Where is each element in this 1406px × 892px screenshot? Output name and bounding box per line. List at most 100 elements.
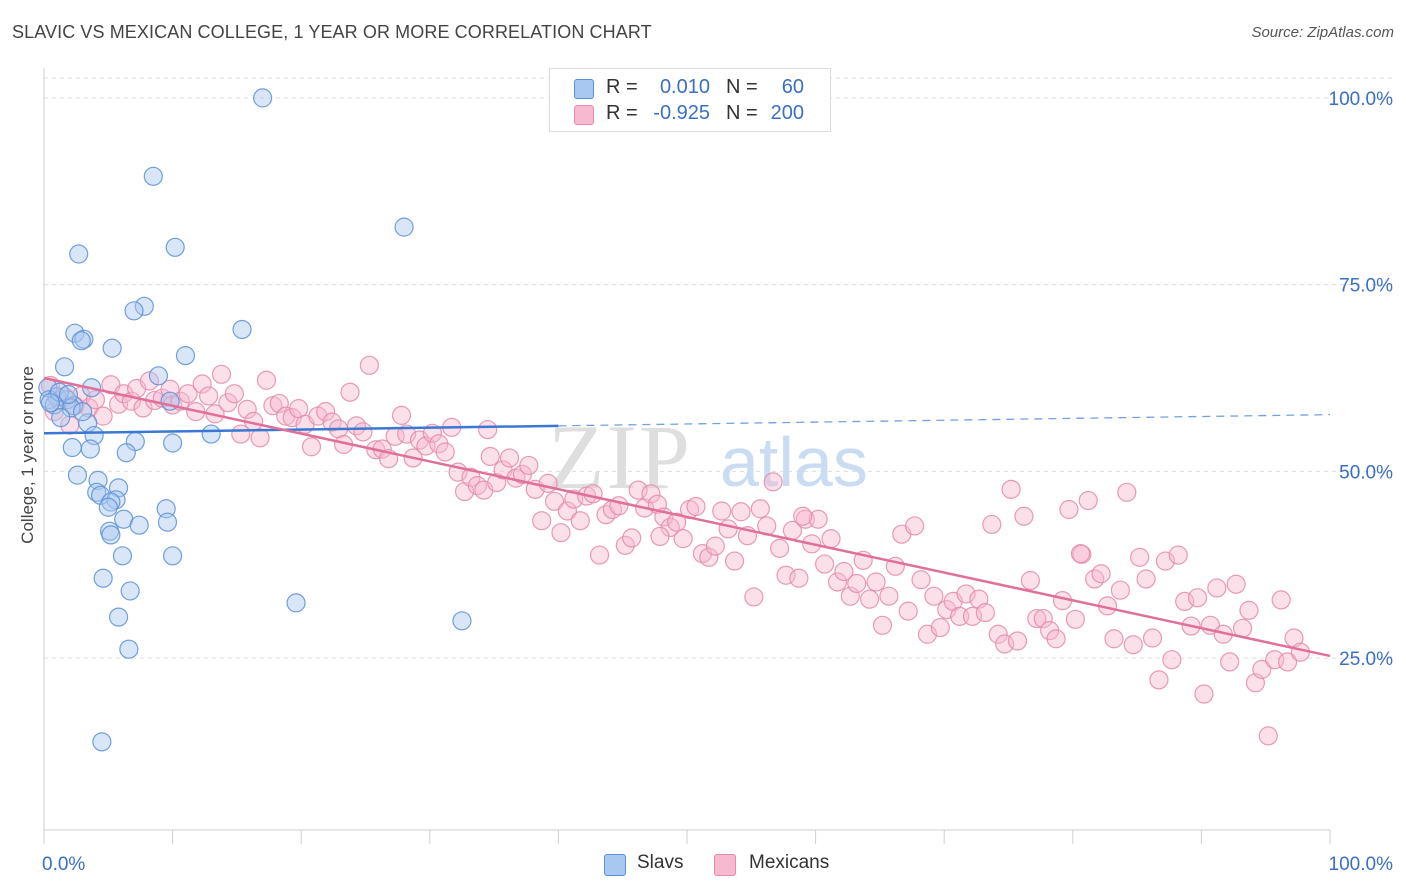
slavs-trend-extension (558, 413, 1331, 427)
chart-title: SLAVIC VS MEXICAN COLLEGE, 1 YEAR OR MOR… (12, 22, 652, 42)
slavs-point (40, 393, 61, 413)
mexicans-point (724, 551, 745, 571)
mexicans-point (1136, 569, 1156, 589)
watermark-atlas: atlas (720, 423, 868, 501)
mexicans-point (1252, 659, 1272, 679)
mexicans-n-label: N = (726, 102, 758, 124)
slavs-point (98, 497, 118, 517)
slavs-point (163, 546, 183, 566)
mexicans-point (622, 528, 642, 548)
mexicans-r-label: R = (606, 102, 638, 124)
slavs-point (71, 331, 91, 351)
mexicans-point (866, 572, 886, 592)
slavs-point (101, 492, 121, 512)
mexicans-point (898, 601, 918, 621)
slavs-point (175, 346, 196, 366)
slavs-point (165, 237, 185, 257)
y-tick-label: 75.0% (1339, 276, 1393, 297)
mexicans-point (1162, 650, 1182, 670)
mexicans-point (905, 516, 925, 536)
slavs-point (93, 568, 113, 588)
slavs-point (129, 515, 149, 535)
mexicans-point (956, 584, 976, 604)
mexicans-point (718, 519, 738, 539)
slavs-point (67, 465, 88, 485)
mexicans-point (435, 442, 455, 462)
mexicans-point (1226, 574, 1246, 594)
slavs-r-label: R = (606, 76, 638, 98)
mexicans-point (1072, 544, 1092, 564)
mexicans-point (1078, 490, 1098, 511)
mexicans-point (1020, 570, 1040, 591)
slavs-point (157, 512, 178, 532)
slavs-point (163, 433, 183, 453)
mexicans-r-value: -0.925 (653, 102, 710, 124)
mexicans-point (750, 499, 770, 519)
mexicans-point (1207, 578, 1227, 598)
mexicans-point (583, 484, 603, 504)
mexicans-point (85, 390, 106, 410)
correlation-legend: R = 0.010 N = 60 R = -0.925 N = 200 (549, 68, 831, 132)
mexicans-point (1271, 590, 1291, 610)
mexicans-point (1258, 726, 1278, 746)
mexicans-point (975, 603, 995, 623)
mexicans-point (879, 586, 899, 606)
mexicans-point (478, 419, 498, 440)
mexicans-point (557, 501, 578, 521)
mexicans-point (316, 402, 336, 422)
mexicans-point (924, 586, 944, 606)
mexicans-point (139, 371, 160, 391)
slavs-point (80, 439, 100, 459)
mexicans-point (808, 509, 828, 529)
y-tick-label: 100.0% (1329, 89, 1394, 110)
slavs-point (394, 217, 414, 237)
slavs-point (58, 384, 79, 405)
mexicans-point (538, 473, 558, 493)
slavs-swatch (574, 79, 594, 99)
mexicans-point (519, 455, 539, 476)
x-tick-label: 0.0% (42, 854, 85, 875)
source-label: Source: ZipAtlas.com (1251, 24, 1394, 41)
mexicans-point (1168, 545, 1188, 565)
mexicans-point (1142, 628, 1163, 648)
legend-row-slavs: R = 0.010 N = 60 (550, 76, 830, 102)
bottom-mexicans-swatch (714, 854, 736, 876)
mexicans-point (872, 615, 893, 635)
y-tick-label: 25.0% (1339, 649, 1393, 670)
mexicans-point (391, 405, 412, 425)
slavs-point (69, 244, 89, 264)
mexicans-point (615, 535, 635, 555)
mexicans-point (1091, 564, 1111, 584)
y-tick-label: 50.0% (1339, 462, 1393, 483)
slavs-point (143, 166, 163, 186)
slavs-point (286, 593, 306, 613)
mexicans-point (1033, 608, 1053, 629)
mexicans-point (1014, 506, 1034, 526)
mexicans-point (1123, 635, 1143, 655)
mexicans-point (1277, 652, 1298, 672)
mexicans-point (930, 617, 950, 638)
mexicans-point (667, 512, 687, 532)
slavs-point (101, 525, 121, 545)
mexicans-point (353, 422, 373, 442)
slavs-point (452, 611, 472, 631)
mexicans-point (570, 511, 590, 531)
x-tick-label: 100.0% (1329, 854, 1394, 875)
mexicans-point (789, 568, 809, 588)
slavs-r-value: 0.010 (659, 76, 710, 98)
mexicans-point (1065, 609, 1085, 629)
mexicans-point (686, 496, 706, 517)
legend-row-mexicans: R = -0.925 N = 200 (550, 102, 830, 128)
mexicans-point (589, 545, 610, 565)
slavs-point (119, 639, 139, 659)
slavs-point (112, 546, 133, 566)
bottom-mexicans-label: Mexicans (749, 852, 830, 873)
bottom-slavs-label: Slavs (637, 852, 684, 873)
mexicans-point (1104, 629, 1124, 649)
mexicans-point (340, 382, 360, 402)
mexicans-point (769, 538, 790, 558)
mexicans-point (1027, 608, 1047, 629)
slavs-n-label: N = (726, 76, 758, 98)
mexicans-point (1130, 547, 1150, 567)
